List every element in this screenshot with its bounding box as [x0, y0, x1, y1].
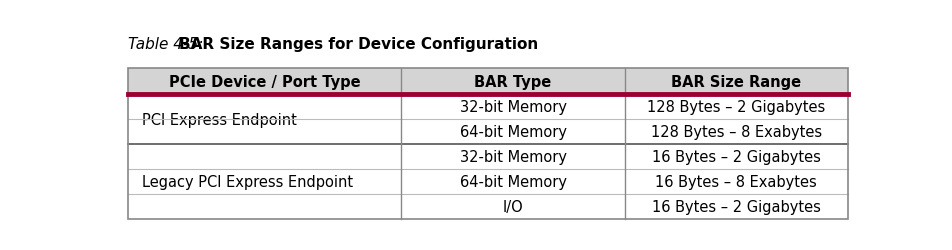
Text: 128 Bytes – 2 Gigabytes: 128 Bytes – 2 Gigabytes: [647, 100, 825, 115]
Text: 128 Bytes – 8 Exabytes: 128 Bytes – 8 Exabytes: [651, 125, 822, 140]
Text: BAR Type: BAR Type: [474, 74, 552, 89]
Text: PCI Express Endpoint: PCI Express Endpoint: [142, 112, 297, 127]
Text: 32-bit Memory: 32-bit Memory: [460, 150, 566, 165]
Text: 16 Bytes – 2 Gigabytes: 16 Bytes – 2 Gigabytes: [652, 150, 821, 165]
Text: Table 4-5:: Table 4-5:: [128, 37, 203, 52]
Text: 32-bit Memory: 32-bit Memory: [460, 100, 566, 115]
Bar: [128, 68, 848, 220]
Text: BAR Size Range: BAR Size Range: [671, 74, 802, 89]
Text: 16 Bytes – 2 Gigabytes: 16 Bytes – 2 Gigabytes: [652, 200, 821, 214]
Text: BAR Size Ranges for Device Configuration: BAR Size Ranges for Device Configuration: [180, 37, 539, 52]
Bar: [128, 68, 848, 95]
Text: 64-bit Memory: 64-bit Memory: [460, 125, 566, 140]
Text: 16 Bytes – 8 Exabytes: 16 Bytes – 8 Exabytes: [656, 175, 817, 190]
Text: I/O: I/O: [503, 200, 524, 214]
Text: 64-bit Memory: 64-bit Memory: [460, 175, 566, 190]
Text: PCIe Device / Port Type: PCIe Device / Port Type: [169, 74, 361, 89]
Text: Legacy PCI Express Endpoint: Legacy PCI Express Endpoint: [142, 175, 353, 190]
